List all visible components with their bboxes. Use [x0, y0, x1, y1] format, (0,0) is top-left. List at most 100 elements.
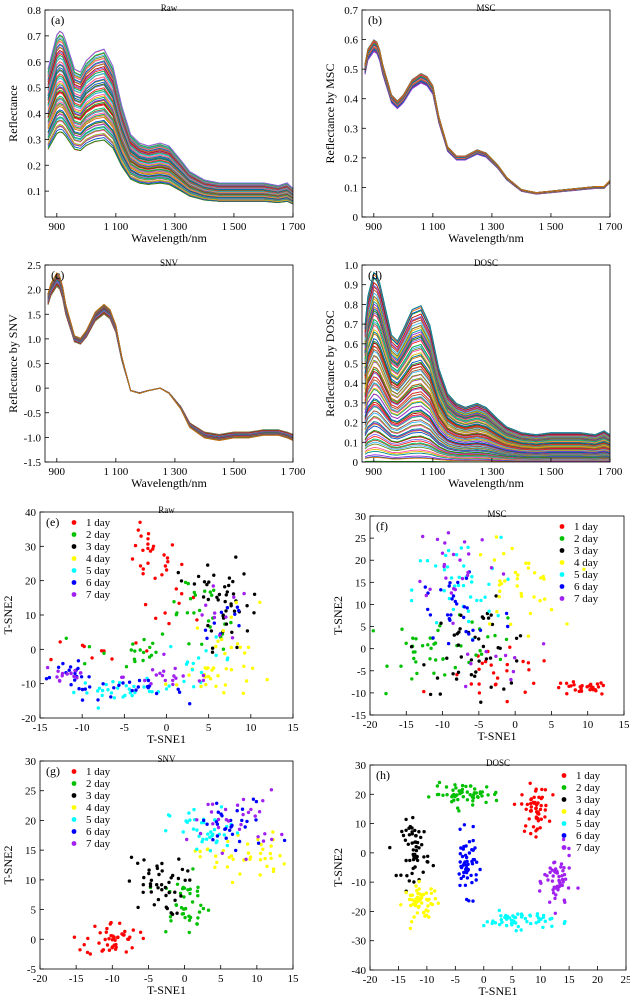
spectrum-curve	[47, 279, 293, 438]
spectrum-curve	[364, 39, 610, 194]
scatter-point	[562, 872, 567, 877]
scatter-point	[215, 839, 219, 843]
scatter-point	[502, 687, 506, 691]
spectrum-curve	[364, 454, 610, 462]
scatter-point	[83, 662, 87, 666]
scatter-point	[202, 818, 206, 823]
scatter-point	[528, 611, 533, 616]
scatter-point	[224, 827, 228, 831]
y-tick-label: 0.1	[344, 182, 358, 194]
legend-marker	[71, 817, 77, 822]
scatter-point	[265, 677, 269, 682]
scatter-point	[560, 877, 565, 882]
scatter-point	[86, 936, 90, 941]
x-tick-label: 10	[251, 973, 263, 985]
spectrum-curve	[364, 41, 610, 194]
x-tick-label: 25	[621, 974, 630, 986]
scatter-point	[252, 611, 256, 615]
panel-title: Raw	[158, 505, 175, 515]
spectrum-curve	[364, 39, 610, 194]
scatter-point	[400, 829, 404, 834]
spectrum-curve	[47, 279, 293, 438]
x-tick-label: -20	[33, 973, 48, 985]
y-axis-label: T-SNE2	[1, 846, 15, 885]
scatter-point	[467, 632, 471, 636]
scatter-point	[105, 926, 109, 931]
scatter-point	[64, 636, 69, 640]
scatter-point	[524, 807, 528, 811]
scatter-point	[504, 913, 508, 918]
scatter-point	[515, 577, 519, 581]
scatter-point	[440, 551, 445, 555]
spectrum-curve	[364, 48, 610, 195]
scatter-point	[206, 674, 211, 679]
y-tick-label: 25	[355, 533, 367, 545]
scatter-point	[83, 687, 88, 691]
scatter-point	[123, 929, 127, 934]
scatter-point	[422, 663, 426, 667]
scatter-point	[179, 894, 183, 898]
scatter-point	[196, 916, 200, 920]
scatter-point	[169, 911, 173, 915]
scatter-point	[579, 689, 584, 693]
scatter-point	[172, 600, 176, 604]
scatter-point	[405, 874, 409, 878]
scatter-point	[467, 851, 472, 855]
scatter-point	[133, 543, 138, 548]
scatter-point	[105, 943, 110, 947]
scatter-point	[385, 664, 389, 668]
scatter-point	[486, 635, 490, 639]
scatter-point	[548, 866, 552, 870]
spectrum-curve	[47, 274, 293, 440]
scatter-point	[239, 822, 243, 827]
scatter-point	[197, 679, 202, 683]
scatter-point	[223, 585, 227, 589]
scatter-point	[403, 838, 408, 842]
scatter-point	[221, 613, 225, 617]
x-tick-label: 1 700	[281, 466, 306, 478]
scatter-point	[197, 608, 202, 613]
scatter-point	[422, 855, 426, 859]
scatter-point	[192, 611, 196, 615]
scatter-point	[148, 549, 153, 553]
scatter-point	[454, 553, 459, 557]
scatter-point	[245, 629, 250, 633]
scatter-point	[511, 669, 516, 674]
scatter-point	[407, 826, 411, 830]
scatter-point	[109, 691, 114, 695]
scatter-point	[526, 566, 531, 570]
scatter-point	[253, 814, 257, 818]
scatter-point	[516, 573, 520, 577]
scatter-point	[489, 566, 494, 570]
plot-area	[388, 780, 580, 933]
scatter-point	[141, 650, 146, 655]
legend-entry: 4 day	[86, 553, 111, 565]
scatter-point	[463, 883, 468, 887]
scatter-point	[419, 835, 423, 840]
scatter-point	[442, 562, 447, 567]
x-tick-label: 5	[218, 973, 224, 985]
scatter-point	[192, 582, 197, 586]
scatter-point	[455, 602, 459, 606]
scatter-point	[407, 879, 411, 883]
scatter-point	[464, 684, 468, 689]
scatter-point	[399, 873, 403, 877]
scatter-point	[164, 568, 169, 572]
scatter-point	[456, 797, 460, 802]
spectrum-curve	[364, 41, 610, 194]
scatter-point	[181, 674, 185, 678]
panel-g: -20 -15 -10 -5 0 5 10 15 -5 0 5 10 15 20 25 30 T-SNE1 T-S…	[1, 754, 299, 997]
scatter-point	[504, 637, 509, 642]
scatter-point	[503, 579, 507, 583]
scatter-point	[461, 583, 466, 588]
scatter-point	[196, 656, 201, 660]
spectrum-curve	[47, 30, 293, 189]
scatter-point	[410, 841, 414, 845]
scatter-point	[529, 805, 533, 809]
scatter-point	[468, 595, 473, 599]
scatter-point	[215, 860, 219, 865]
scatter-point	[458, 627, 462, 631]
scatter-point	[480, 661, 484, 665]
scatter-point	[216, 810, 220, 814]
scatter-point	[173, 890, 177, 894]
